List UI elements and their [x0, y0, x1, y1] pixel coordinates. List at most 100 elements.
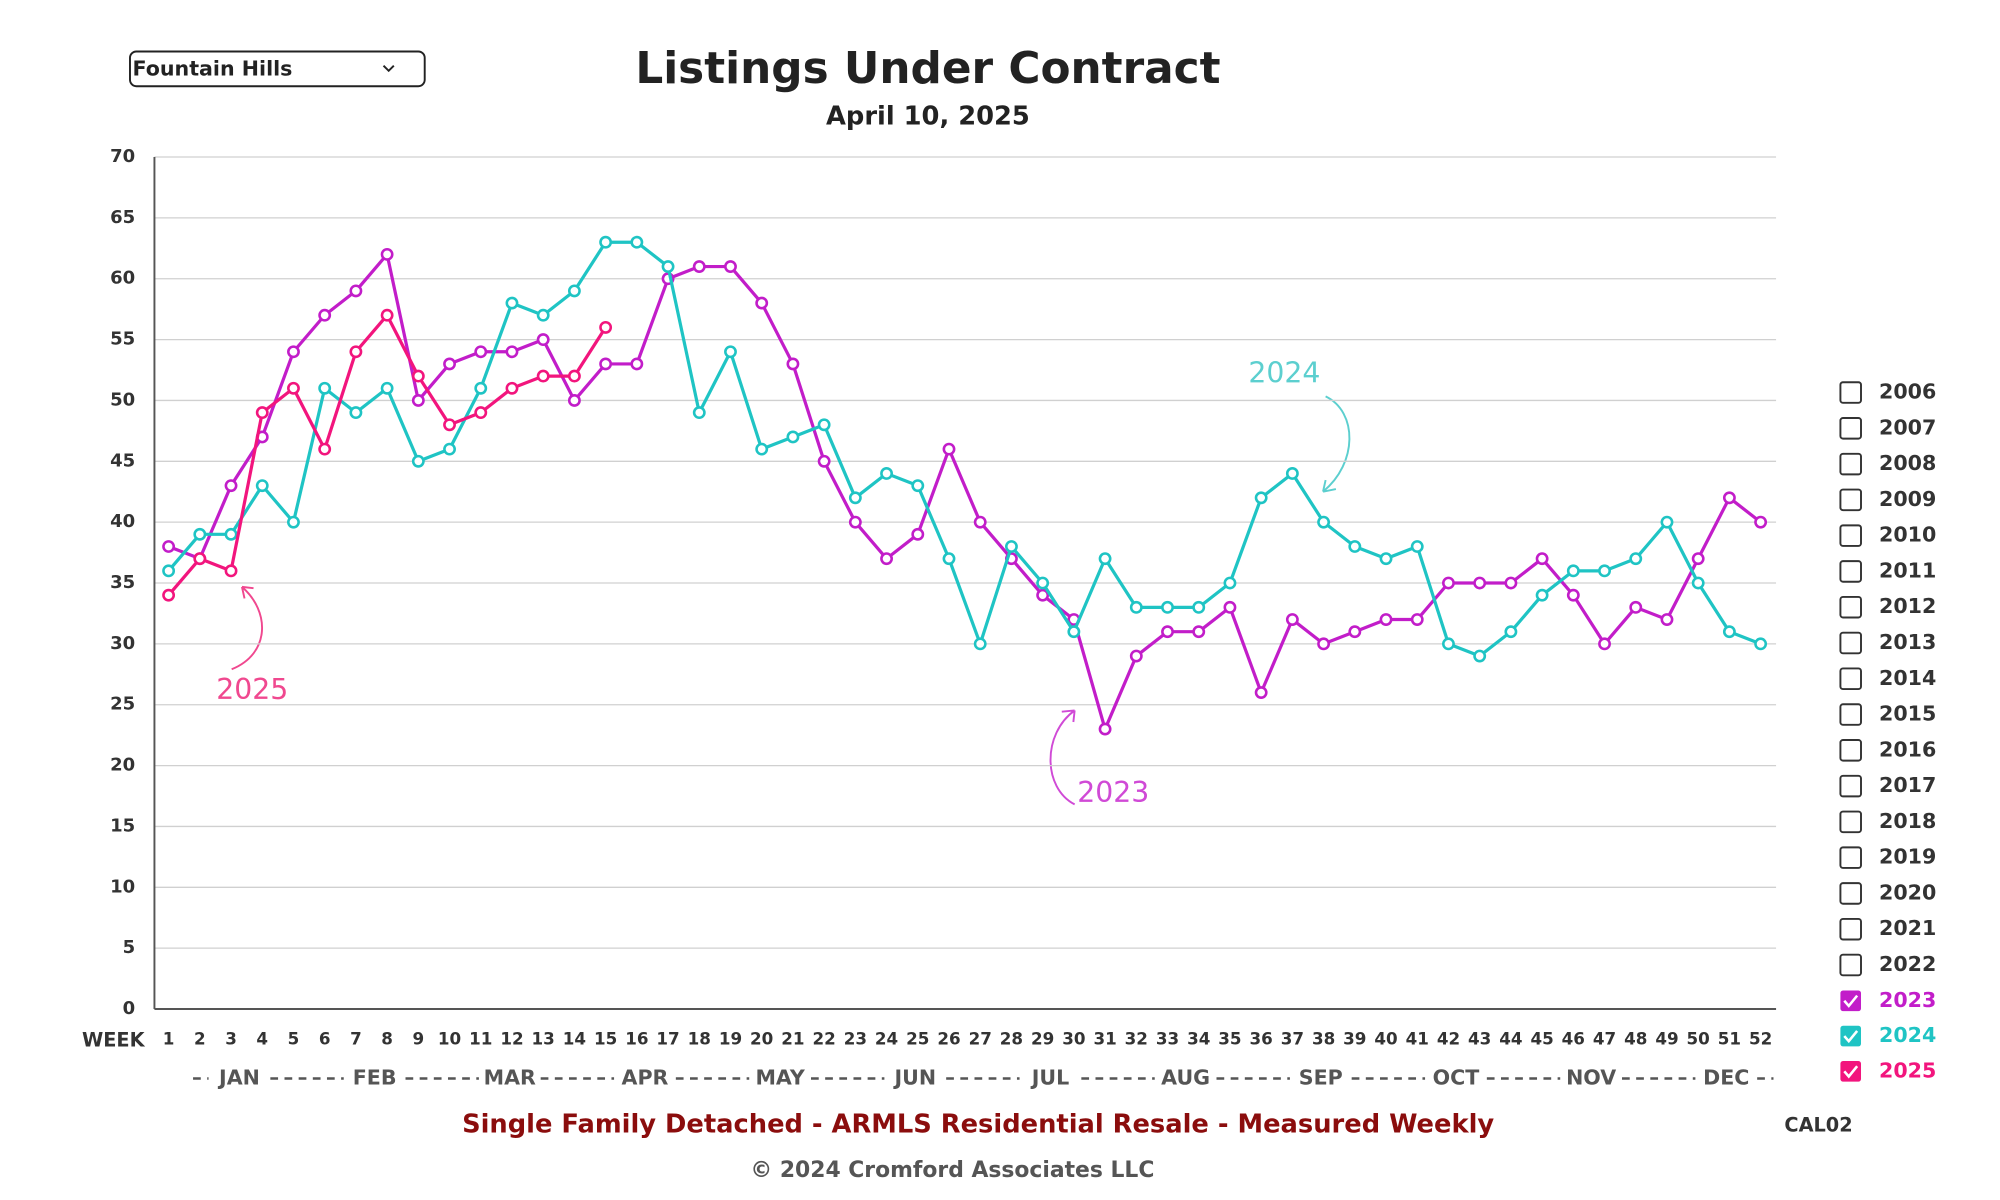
- year-label[interactable]: 2019: [1879, 845, 1936, 869]
- x-tick-label: 33: [1156, 1028, 1179, 1048]
- point: [411, 394, 425, 407]
- point: [724, 260, 737, 273]
- point: [1285, 467, 1299, 480]
- year-checkbox[interactable]: [1839, 560, 1862, 583]
- point: [443, 418, 456, 432]
- year-checkbox-checked[interactable]: [1840, 990, 1862, 1012]
- point: [599, 357, 613, 371]
- y-tick-label: 50: [110, 389, 135, 410]
- year-label[interactable]: 2018: [1879, 809, 1936, 833]
- point: [692, 406, 706, 420]
- month-label: NOV: [1566, 1066, 1616, 1090]
- year-label[interactable]: 2015: [1879, 702, 1936, 726]
- point: [1254, 686, 1268, 699]
- year-checkbox[interactable]: [1839, 810, 1862, 834]
- point: [942, 552, 956, 566]
- point: [1691, 576, 1705, 590]
- year-checkbox[interactable]: [1839, 846, 1862, 869]
- year-checkbox[interactable]: [1839, 917, 1862, 941]
- year-label[interactable]: 2010: [1879, 523, 1936, 547]
- y-tick-label: 25: [110, 694, 135, 715]
- year-checkbox[interactable]: [1839, 703, 1862, 726]
- month-label: APR: [622, 1066, 669, 1090]
- x-tick-label: 7: [350, 1028, 362, 1048]
- point: [973, 515, 987, 529]
- check-mark: [1843, 994, 1859, 1008]
- x-tick-label: 14: [563, 1028, 586, 1048]
- point: [1410, 613, 1424, 626]
- legend-label[interactable]: 2025: [1879, 1058, 1936, 1082]
- year-label[interactable]: 2011: [1879, 558, 1936, 582]
- point: [661, 260, 675, 273]
- year-checkbox[interactable]: [1839, 595, 1862, 619]
- legend-label[interactable]: 2023: [1879, 988, 1936, 1012]
- point: [1192, 600, 1206, 614]
- y-tick-label: 55: [110, 329, 135, 350]
- point: [255, 406, 269, 420]
- point: [193, 552, 207, 566]
- x-tick-label: 31: [1093, 1028, 1116, 1048]
- year-checkbox[interactable]: [1839, 953, 1862, 977]
- point: [755, 296, 769, 310]
- year-checkbox[interactable]: [1839, 488, 1862, 512]
- point: [474, 345, 488, 359]
- x-tick-label: 6: [319, 1028, 331, 1048]
- year-label[interactable]: 2007: [1879, 415, 1936, 439]
- year-label[interactable]: 2006: [1879, 380, 1936, 404]
- point: [1629, 600, 1643, 614]
- year-checkbox[interactable]: [1839, 524, 1862, 547]
- year-checkbox[interactable]: [1839, 882, 1862, 905]
- point: [1566, 564, 1580, 578]
- x-tick-label: 18: [688, 1028, 711, 1048]
- year-checkbox[interactable]: [1839, 667, 1862, 691]
- year-checkbox[interactable]: [1839, 631, 1862, 655]
- year-label[interactable]: 2020: [1879, 880, 1936, 904]
- point: [1566, 588, 1580, 602]
- year-label[interactable]: 2012: [1879, 594, 1936, 618]
- year-checkbox[interactable]: [1839, 739, 1862, 762]
- point: [942, 442, 956, 456]
- year-checkbox-checked[interactable]: [1840, 1061, 1862, 1082]
- year-label[interactable]: 2021: [1879, 916, 1936, 940]
- point: [1504, 576, 1518, 590]
- point: [505, 381, 519, 395]
- year-checkbox[interactable]: [1839, 381, 1862, 404]
- dropdown-caret: [382, 64, 395, 73]
- series-line: [167, 313, 607, 597]
- legend-label[interactable]: 2024: [1879, 1023, 1936, 1047]
- year-checkbox[interactable]: [1839, 774, 1862, 798]
- point: [1442, 576, 1455, 590]
- y-tick-label: 65: [110, 207, 135, 228]
- x-tick-label: 46: [1562, 1028, 1585, 1048]
- year-label[interactable]: 2022: [1879, 952, 1936, 976]
- y-tick-label: 20: [110, 755, 135, 776]
- x-tick-label: 42: [1437, 1028, 1460, 1048]
- point: [287, 345, 300, 359]
- year-checkbox[interactable]: [1839, 417, 1862, 440]
- year-label[interactable]: 2008: [1879, 451, 1936, 475]
- x-tick-label: 5: [288, 1028, 300, 1048]
- region-dropdown[interactable]: Fountain Hills: [129, 50, 426, 88]
- year-label[interactable]: 2013: [1879, 630, 1936, 654]
- point: [880, 467, 894, 480]
- year-checkbox-checked[interactable]: [1840, 1025, 1862, 1047]
- point: [599, 320, 613, 334]
- year-label[interactable]: 2014: [1879, 666, 1936, 690]
- month-label: AUG: [1161, 1066, 1210, 1090]
- dropdown-text[interactable]: Fountain Hills: [133, 56, 293, 80]
- x-tick-label: 12: [500, 1028, 523, 1048]
- x-tick-label: 15: [594, 1028, 617, 1048]
- check-mark: [1843, 1065, 1859, 1079]
- point: [1410, 540, 1424, 553]
- point: [1722, 491, 1736, 505]
- point: [630, 357, 644, 371]
- chart-title: Listings Under Contract: [635, 43, 1220, 94]
- x-tick-label: 23: [844, 1028, 867, 1048]
- year-checkbox[interactable]: [1839, 452, 1862, 476]
- year-label[interactable]: 2017: [1879, 773, 1936, 797]
- point: [505, 296, 519, 310]
- dropdown-box[interactable]: [129, 50, 426, 88]
- point: [1473, 649, 1487, 663]
- year-label[interactable]: 2009: [1879, 487, 1936, 511]
- year-label[interactable]: 2016: [1879, 737, 1936, 761]
